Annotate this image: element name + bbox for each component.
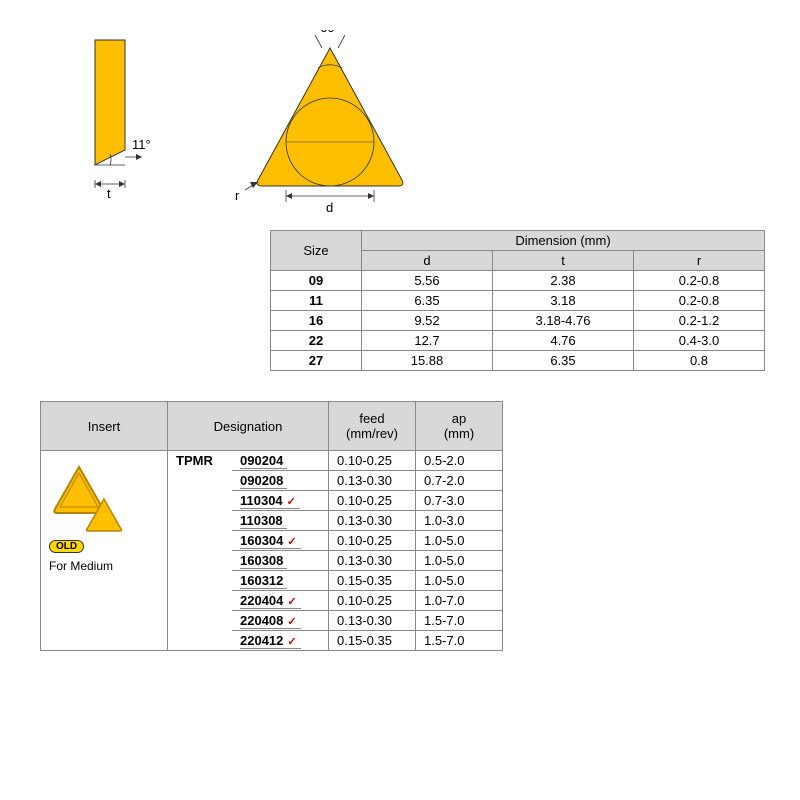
feed-cell: 0.10-0.25 <box>329 591 416 611</box>
ap-cell: 1.0-5.0 <box>416 551 503 571</box>
d-cell: 6.35 <box>362 291 493 311</box>
r-cell: 0.4-3.0 <box>634 331 765 351</box>
type-cell: TPMR <box>168 451 233 651</box>
dim-header: Dimension (mm) <box>362 231 765 251</box>
feed-cell: 0.13-0.30 <box>329 471 416 491</box>
feed-cell: 0.10-0.25 <box>329 491 416 511</box>
col-t: t <box>493 251 634 271</box>
d-cell: 9.52 <box>362 311 493 331</box>
r-cell: 0.2-0.8 <box>634 271 765 291</box>
ap-cell: 1.0-7.0 <box>416 591 503 611</box>
usage-label: For Medium <box>49 559 159 573</box>
d-cell: 12.7 <box>362 331 493 351</box>
ap-cell: 1.5-7.0 <box>416 631 503 651</box>
t-cell: 3.18 <box>493 291 634 311</box>
feed-cell: 0.13-0.30 <box>329 511 416 531</box>
feed-cell: 0.15-0.35 <box>329 631 416 651</box>
t-cell: 6.35 <box>493 351 634 371</box>
ap-cell: 0.7-2.0 <box>416 471 503 491</box>
code-cell: 160308 <box>232 551 329 571</box>
code-cell: 220408 <box>232 611 329 631</box>
t-cell: 2.38 <box>493 271 634 291</box>
r-cell: 0.2-0.8 <box>634 291 765 311</box>
size-cell: 16 <box>271 311 362 331</box>
ap-cell: 0.5-2.0 <box>416 451 503 471</box>
r-cell: 0.2-1.2 <box>634 311 765 331</box>
feed-cell: 0.10-0.25 <box>329 531 416 551</box>
ap-cell: 0.7-3.0 <box>416 491 503 511</box>
r-cell: 0.8 <box>634 351 765 371</box>
insert-row: OLDFor MediumTPMR0902040.10-0.250.5-2.0 <box>41 451 503 471</box>
dim-row: 116.353.180.2-0.8 <box>271 291 765 311</box>
insert-icon <box>49 461 159 536</box>
col-r: r <box>634 251 765 271</box>
t-label: t <box>107 186 111 200</box>
old-badge: OLD <box>49 540 84 553</box>
code-cell: 160304 <box>232 531 329 551</box>
dim-row: 169.523.18-4.760.2-1.2 <box>271 311 765 331</box>
size-header: Size <box>271 231 362 271</box>
d-cell: 5.56 <box>362 271 493 291</box>
t-cell: 4.76 <box>493 331 634 351</box>
dim-row: 2715.886.350.8 <box>271 351 765 371</box>
t-cell: 3.18-4.76 <box>493 311 634 331</box>
col-d: d <box>362 251 493 271</box>
code-cell: 220404 <box>232 591 329 611</box>
top-triangle-diagram: 60° r d <box>230 30 430 220</box>
code-cell: 110308 <box>232 511 329 531</box>
diagrams-row: 11° t 60° r d <box>70 30 780 220</box>
feed-cell: 0.13-0.30 <box>329 551 416 571</box>
size-cell: 09 <box>271 271 362 291</box>
feed-cell: 0.10-0.25 <box>329 451 416 471</box>
code-cell: 090204 <box>232 451 329 471</box>
code-cell: 090208 <box>232 471 329 491</box>
side-profile-diagram: 11° t <box>70 30 170 200</box>
dim-row: 2212.74.760.4-3.0 <box>271 331 765 351</box>
dimension-table: Size Dimension (mm) d t r 095.562.380.2-… <box>270 230 765 371</box>
angle-60-label: 60° <box>320 30 340 35</box>
ap-header: ap (mm) <box>416 402 503 451</box>
insert-image-cell: OLD For Medium <box>41 451 168 651</box>
insert-header: Insert <box>41 402 168 451</box>
feed-header: feed (mm/rev) <box>329 402 416 451</box>
desig-header: Designation <box>168 402 329 451</box>
r-label: r <box>235 188 240 203</box>
angle-11-label: 11° <box>132 137 151 152</box>
code-cell: 160312 <box>232 571 329 591</box>
ap-cell: 1.0-5.0 <box>416 531 503 551</box>
d-label: d <box>326 200 333 215</box>
code-cell: 110304 <box>232 491 329 511</box>
size-cell: 27 <box>271 351 362 371</box>
feed-cell: 0.15-0.35 <box>329 571 416 591</box>
size-cell: 22 <box>271 331 362 351</box>
insert-table: Insert Designation feed (mm/rev) ap (mm)… <box>40 401 503 651</box>
code-cell: 220412 <box>232 631 329 651</box>
size-cell: 11 <box>271 291 362 311</box>
feed-cell: 0.13-0.30 <box>329 611 416 631</box>
ap-cell: 1.0-3.0 <box>416 511 503 531</box>
dim-row: 095.562.380.2-0.8 <box>271 271 765 291</box>
ap-cell: 1.0-5.0 <box>416 571 503 591</box>
ap-cell: 1.5-7.0 <box>416 611 503 631</box>
d-cell: 15.88 <box>362 351 493 371</box>
